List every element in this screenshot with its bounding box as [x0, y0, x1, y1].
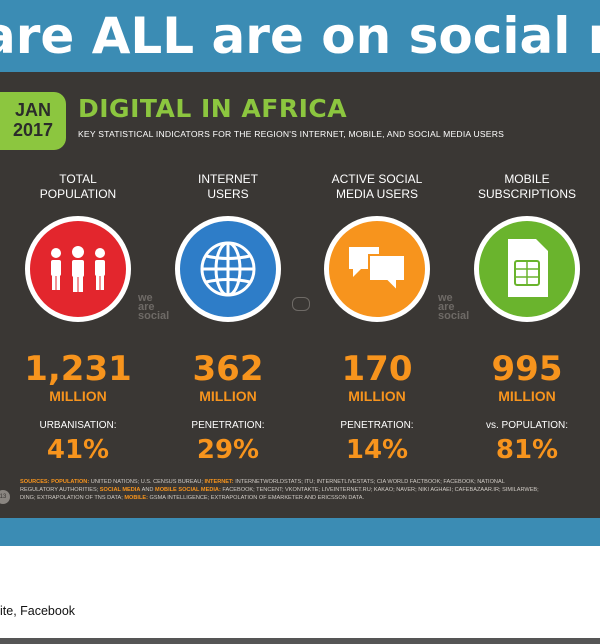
stat-unit: MILLION	[498, 388, 556, 404]
sources-text: SOURCES: POPULATION: UNITED NATIONS; U.S…	[20, 479, 539, 501]
stat-unit: MILLION	[199, 388, 257, 404]
stat-label: TOTAL POPULATION	[39, 172, 117, 201]
stat-active-social-media-users: ACTIVE SOCIAL MEDIA USERS 170 MILLION PE…	[302, 172, 452, 466]
we-are-social-watermark: we are social	[438, 292, 470, 322]
stat-subvalue: 81%	[495, 435, 559, 465]
date-badge: JAN 2017	[0, 92, 66, 150]
stat-sublabel: vs. POPULATION:	[485, 420, 569, 431]
stat-label: INTERNET USERS	[198, 172, 258, 201]
stat-value: 362	[192, 349, 264, 389]
stat-unit: MILLION	[49, 388, 107, 404]
sim-card-icon	[474, 216, 580, 322]
stat-subvalue: 29%	[196, 435, 260, 465]
slide-title: are ALL are on social me	[0, 7, 600, 65]
speech-bubbles-icon	[324, 216, 430, 322]
stat-subvalue: 14%	[345, 435, 409, 465]
slide-title-banner: are ALL are on social me	[0, 0, 600, 72]
stat-value: 170	[341, 349, 413, 389]
slide-caption: ite, Facebook	[0, 604, 76, 618]
stat-subvalue: 41%	[46, 435, 110, 465]
stat-label: ACTIVE SOCIAL MEDIA USERS	[331, 172, 423, 201]
stat-total-population: TOTAL POPULATION 1,231 MILLION URBANISAT…	[3, 172, 153, 466]
owl-logo-icon	[292, 297, 310, 311]
badge-month: JAN	[14, 100, 51, 120]
stat-value: 1,231	[24, 349, 132, 389]
stat-label: MOBILE SUBSCRIPTIONS	[477, 172, 576, 201]
infographic-subtitle: KEY STATISTICAL INDICATORS FOR THE REGIO…	[78, 129, 505, 139]
infographic-title: DIGITAL IN AFRICA	[78, 94, 348, 123]
people-icon	[25, 216, 131, 322]
stat-sublabel: PENETRATION:	[340, 420, 414, 431]
stat-sublabel: URBANISATION:	[39, 420, 117, 431]
stat-sublabel: PENETRATION:	[191, 420, 265, 431]
globe-icon	[175, 216, 281, 322]
badge-year: 2017	[12, 120, 54, 140]
we-are-social-watermark: we are social	[138, 292, 170, 322]
bottom-rule	[0, 638, 600, 644]
stat-internet-users: INTERNET USERS 362 MILLION PENETRATION: …	[153, 172, 303, 466]
stat-unit: MILLION	[348, 388, 406, 404]
page-number: 13	[0, 490, 10, 504]
stat-value: 995	[491, 349, 563, 389]
footer-band	[0, 518, 600, 546]
stat-mobile-subscriptions: MOBILE SUBSCRIPTIONS 995 MILLION vs. POP…	[452, 172, 600, 466]
infographic-image: JAN 2017 DIGITAL IN AFRICA KEY STATISTIC…	[0, 72, 600, 518]
